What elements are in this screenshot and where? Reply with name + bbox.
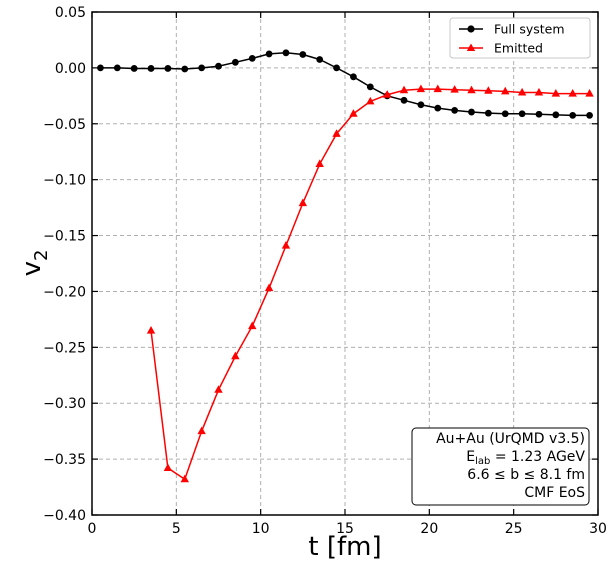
full-system-data-point [113,64,121,72]
emitted-data-point [180,474,189,483]
annotation-box: Au+Au (UrQMD v3.5) Elab = 1.23 AGeV 6.6 … [411,427,590,506]
emitted-data-point [264,283,274,292]
emitted-data-point [450,85,459,93]
y-tick-label: −0.15 [43,229,86,245]
full-system-data-point [282,49,290,57]
emitted-data-point [231,351,240,360]
y-tick-label: −0.10 [43,173,86,189]
full-system-data-point [417,101,425,109]
emitted-data-point [281,241,291,249]
emitted-data-point [568,88,577,97]
x-tick-label: 5 [172,521,181,537]
y-tick-label: −0.35 [43,452,86,468]
y-tick-label: −0.25 [43,340,86,356]
full-system-data-point [248,54,256,62]
svg-text:v2: v2 [17,250,52,277]
full-system-data-point [147,65,155,72]
series-layer [97,49,594,483]
x-tick-label: 10 [252,521,270,537]
y-tick-label: −0.40 [43,508,86,524]
grid-lines [92,12,598,515]
full-system-data-point [97,64,104,72]
full-system-data-point [366,83,374,91]
legend: Full system Emitted [449,17,591,59]
emitted-data-point [585,88,594,97]
x-tick-label: 20 [420,521,438,537]
full-system-data-point [265,50,273,58]
full-system-data-point [468,108,475,116]
y-tick-label: 0.00 [55,61,86,77]
emitted-data-point [298,198,308,207]
legend-emitted-label: Emitted [494,41,543,56]
axis-ticks: 0 5 10 15 20 25 30 0.05 0.00 −0.05 −0.10 −0.15 −0.20… [43,5,607,537]
emitted-data-point [315,159,324,168]
full-system-data-point [400,96,408,104]
emitted-data-point [332,129,341,137]
emitted-data-point [501,86,510,95]
emitted-data-point [248,321,257,330]
emitted-data-point [399,85,409,94]
full-system-data-point [484,109,492,117]
emitted-data-point [366,96,375,105]
x-tick-label: 25 [505,521,523,537]
x-axis-title: t [fm] [308,532,381,562]
annotation-system: Au+Au (UrQMD v3.5) [436,431,585,447]
legend-full-system-label: Full system [494,22,565,37]
full-system-data-point [215,62,222,70]
emitted-data-point [484,86,493,94]
full-system-data-point [569,111,577,119]
full-system-data-point [535,110,543,118]
emitted-data-point [551,88,561,97]
full-system-data-point [434,104,442,112]
full-system-data-point [181,65,189,73]
y-axis-title-sub: 2 [31,250,52,261]
emitted-series-line [150,88,590,481]
full-system-data-point [130,65,138,72]
emitted-data-point [146,325,156,334]
y-axis-title: v2 [17,250,52,277]
emitted-data-point [467,85,476,94]
x-tick-label: 15 [336,521,354,537]
full-system-data-point [552,111,560,119]
annotation-energy: Elab = 1.23 AGeV [466,449,585,467]
full-system-data-point [451,106,459,114]
emitted-data-point [349,109,358,117]
emitted-data-point [382,90,392,98]
full-system-data-point [350,73,357,81]
full-system-data-point [316,56,324,63]
x-tick-label: 0 [88,521,97,537]
legend-full-system-marker [467,25,475,33]
full-system-data-point [586,111,593,119]
annotation-eos: CMF EoS [524,485,585,501]
emitted-data-point [534,87,544,96]
emitted-data-point [416,84,426,93]
emitted-data-point [163,463,173,472]
annotation-impact-parameter: 6.6 ≤ b ≤ 8.1 fm [467,467,585,483]
full-system-data-point [231,58,239,66]
full-system-data-point [299,51,307,58]
emitted-data-point [517,87,527,96]
x-tick-label: 30 [589,521,607,537]
full-system-data-point [333,64,340,72]
legend-emitted-marker [466,43,476,51]
full-system-data-point [164,65,172,72]
annotation-frame [411,427,590,506]
emitted-data-point [214,385,223,393]
y-axis-title-main: v [17,261,47,276]
y-tick-label: −0.20 [43,284,86,300]
y-tick-label: −0.30 [43,396,86,412]
full-system-data-point [501,110,509,118]
full-system-data-point [198,64,206,72]
y-tick-label: −0.05 [43,117,86,133]
legend-box [449,17,591,59]
full-system-data-point [518,110,526,118]
y-tick-label: 0.05 [55,5,86,21]
emitted-data-point [197,426,206,435]
emitted-data-point [433,84,442,93]
